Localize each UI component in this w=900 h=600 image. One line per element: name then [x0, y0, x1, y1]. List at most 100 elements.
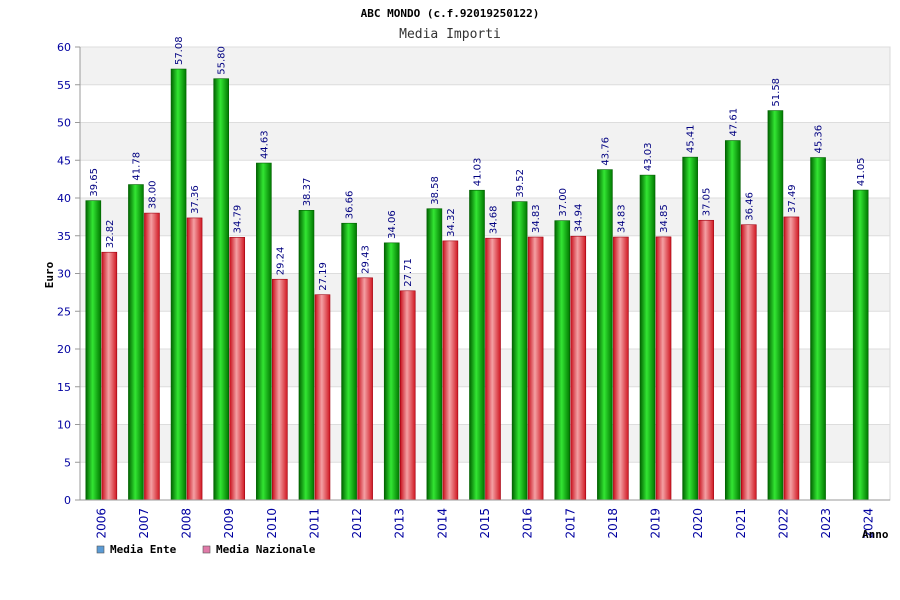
x-axis-label: Anno — [862, 528, 889, 541]
value-label: 57.08 — [174, 36, 185, 65]
bar-media-nazionale — [485, 237, 501, 501]
value-label: 36.46 — [744, 192, 755, 221]
value-label: 38.37 — [302, 178, 313, 207]
x-tick-label: 2016 — [521, 508, 535, 539]
x-tick-label: 2019 — [649, 508, 663, 539]
value-label: 27.19 — [318, 262, 329, 291]
y-tick-label: 20 — [57, 343, 71, 356]
bar-media-ente — [597, 169, 613, 501]
bar-media-nazionale — [186, 217, 203, 501]
x-tick-label: 2017 — [563, 508, 577, 539]
value-label: 38.00 — [147, 180, 158, 209]
value-label: 29.43 — [361, 245, 372, 274]
y-tick-label: 50 — [57, 117, 71, 130]
x-tick-label: 2012 — [350, 508, 364, 539]
x-tick-label: 2021 — [734, 508, 748, 539]
legend-swatch — [202, 545, 211, 554]
bar-media-ente — [298, 210, 315, 501]
x-tick-label: 2009 — [222, 508, 236, 539]
y-tick-label: 5 — [64, 456, 71, 469]
bar-media-nazionale — [399, 290, 416, 501]
y-tick-label: 15 — [57, 381, 71, 394]
value-label: 44.63 — [259, 130, 270, 159]
x-tick-label: 2013 — [393, 508, 407, 539]
y-tick-label: 0 — [64, 494, 71, 507]
x-tick-label: 2007 — [137, 508, 151, 539]
x-tick-label: 2011 — [307, 508, 321, 539]
value-label: 45.36 — [814, 125, 825, 154]
bar-media-ente — [724, 140, 741, 501]
bar-media-ente — [383, 242, 400, 501]
x-tick-label: 2014 — [435, 508, 449, 539]
value-label: 47.61 — [728, 108, 739, 137]
bar-media-ente — [426, 208, 443, 501]
grid-band — [80, 47, 890, 85]
value-label: 37.05 — [702, 188, 713, 217]
value-label: 34.06 — [387, 210, 398, 239]
bar-media-ente — [682, 156, 698, 501]
value-label: 37.36 — [190, 185, 201, 214]
value-label: 37.00 — [558, 188, 569, 217]
y-tick-label: 10 — [57, 419, 71, 432]
bar-media-nazionale — [698, 219, 714, 501]
y-tick-label: 55 — [57, 79, 71, 92]
bar-media-ente — [639, 174, 656, 501]
bar-media-ente — [341, 222, 357, 501]
bar-media-ente — [554, 220, 571, 501]
value-label: 43.03 — [643, 142, 654, 171]
value-label: 34.94 — [574, 204, 585, 233]
bar-media-ente — [213, 78, 230, 501]
value-label: 34.68 — [489, 206, 500, 235]
chart-title: ABC MONDO (c.f.92019250122) — [361, 7, 540, 20]
value-label: 34.83 — [531, 204, 542, 233]
x-axis: 2006 2007 2008 2009 2010 2011 2012 2013 2014 2015… — [80, 499, 890, 539]
bar-media-ente — [511, 201, 528, 501]
y-tick-label: 35 — [57, 230, 71, 243]
legend-swatch — [96, 545, 105, 554]
bar-media-ente — [128, 184, 144, 501]
legend: Media Ente Media Nazionale — [96, 543, 316, 556]
y-tick-label: 60 — [57, 41, 71, 54]
bar-media-nazionale — [101, 251, 118, 501]
value-label: 27.71 — [403, 258, 414, 287]
value-label: 34.32 — [446, 208, 457, 237]
bar-media-nazionale — [357, 277, 373, 501]
bar-media-nazionale — [655, 236, 672, 501]
bar-media-nazionale — [570, 235, 587, 501]
value-labels: 39.65 32.82 41.78 38.00 57.08 37.36 55.80 34.79… — [89, 36, 867, 290]
bar-media-nazionale — [144, 212, 160, 501]
bar-media-nazionale — [613, 236, 629, 501]
value-label: 51.58 — [771, 78, 782, 107]
bar-media-ente — [469, 189, 485, 501]
legend-label: Media Ente — [110, 543, 177, 556]
value-label: 32.82 — [105, 220, 116, 249]
value-label: 41.03 — [473, 158, 484, 187]
value-label: 43.76 — [600, 137, 611, 166]
y-axis-label: Euro — [43, 261, 56, 288]
x-tick-label: 2010 — [265, 508, 279, 539]
bar-media-ente — [852, 189, 869, 501]
bars — [85, 68, 869, 501]
value-label: 36.66 — [345, 191, 356, 220]
y-tick-label: 45 — [57, 154, 71, 167]
value-label: 41.78 — [131, 152, 142, 181]
y-tick-label: 40 — [57, 192, 71, 205]
value-label: 39.65 — [89, 168, 100, 197]
x-tick-label: 2022 — [776, 508, 790, 539]
x-tick-label: 2015 — [478, 508, 492, 539]
x-tick-label: 2023 — [819, 508, 833, 539]
bar-media-nazionale — [740, 224, 757, 501]
bar-media-nazionale — [442, 240, 459, 501]
value-label: 29.24 — [275, 247, 286, 276]
value-label: 37.49 — [787, 184, 798, 213]
value-label: 34.83 — [616, 204, 627, 233]
y-tick-label: 30 — [57, 268, 71, 281]
bar-media-ente — [810, 157, 826, 501]
bar-media-nazionale — [314, 294, 331, 501]
value-label: 34.85 — [659, 204, 670, 233]
bar-media-ente — [767, 110, 784, 501]
bar-media-nazionale — [783, 216, 800, 501]
bar-media-ente — [85, 200, 102, 501]
value-label: 38.58 — [430, 176, 441, 205]
